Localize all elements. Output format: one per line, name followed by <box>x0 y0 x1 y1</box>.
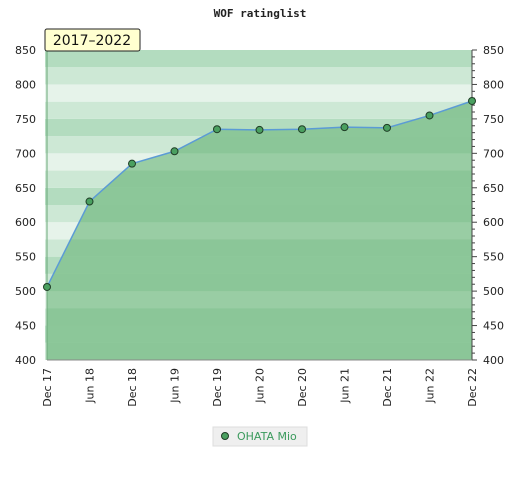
data-point[interactable] <box>340 123 349 132</box>
data-point[interactable] <box>85 197 94 206</box>
y-tick-label-right: 650 <box>483 182 504 195</box>
rating-area <box>47 100 472 360</box>
x-tick-label: Jun 18 <box>84 368 97 404</box>
area-stripe <box>47 239 472 257</box>
y-tick-label-left: 700 <box>15 147 36 160</box>
legend-marker-icon <box>221 432 229 440</box>
y-tick-label-right: 800 <box>483 78 504 91</box>
x-tick-label: Dec 20 <box>296 368 309 407</box>
y-tick-label-left: 750 <box>15 113 36 126</box>
x-tick-label: Dec 19 <box>211 368 224 407</box>
x-tick-label: Jun 20 <box>254 368 267 404</box>
area-stripe <box>47 205 472 223</box>
y-tick-label-right: 700 <box>483 147 504 160</box>
legend-label: OHATA Mio <box>237 430 297 443</box>
data-points <box>43 96 476 291</box>
background-band <box>45 84 472 102</box>
x-tick-label: Jun 22 <box>424 368 437 404</box>
legend[interactable]: OHATA Mio <box>212 426 308 447</box>
y-tick-label-left: 600 <box>15 216 36 229</box>
y-tick-label-left: 850 <box>15 44 36 57</box>
y-tick-label-left: 450 <box>15 320 36 333</box>
x-tick-label: Dec 22 <box>466 368 479 407</box>
y-tick-label-left: 800 <box>15 78 36 91</box>
y-tick-label-right: 450 <box>483 320 504 333</box>
data-point[interactable] <box>128 159 136 168</box>
y-tick-label-left: 500 <box>15 285 36 298</box>
area-stripe <box>47 308 472 326</box>
background-band <box>45 101 472 119</box>
x-tick-label: Dec 21 <box>381 368 394 407</box>
axes <box>46 49 477 361</box>
tick-labels: 400 400 450 450 500 500 550 550 600 600 650 650 700 7… <box>15 44 504 407</box>
x-tick-label: Dec 18 <box>126 368 139 407</box>
data-point[interactable] <box>255 125 264 134</box>
data-point[interactable] <box>468 96 476 105</box>
y-tick-label-right: 400 <box>483 354 504 367</box>
y-tick-label-right: 600 <box>483 216 504 229</box>
chart-title: WOF ratinglist <box>214 7 307 20</box>
y-tick-label-left: 400 <box>15 354 36 367</box>
area-stripe <box>47 170 472 188</box>
x-tick-label: Dec 17 <box>41 368 54 407</box>
data-point[interactable] <box>298 125 306 134</box>
y-tick-label-left: 550 <box>15 251 36 264</box>
y-tick-label-right: 500 <box>483 285 504 298</box>
y-tick-label-right: 750 <box>483 113 504 126</box>
period-badge: 2017–2022 <box>44 28 141 52</box>
x-tick-label: Jun 19 <box>169 368 182 404</box>
data-point[interactable] <box>43 282 51 291</box>
period-label: 2017–2022 <box>53 33 131 49</box>
area-stripe <box>47 342 472 360</box>
y-tick-label-right: 850 <box>483 44 504 57</box>
data-point[interactable] <box>383 123 391 132</box>
data-point[interactable] <box>213 125 221 134</box>
background-band <box>45 50 472 68</box>
data-point[interactable] <box>170 147 179 156</box>
y-tick-label-right: 550 <box>483 251 504 264</box>
y-tick-label-left: 650 <box>15 182 36 195</box>
background-band <box>45 67 472 85</box>
data-point[interactable] <box>425 111 434 120</box>
x-tick-label: Jun 21 <box>339 368 352 404</box>
area-stripe <box>47 273 472 292</box>
